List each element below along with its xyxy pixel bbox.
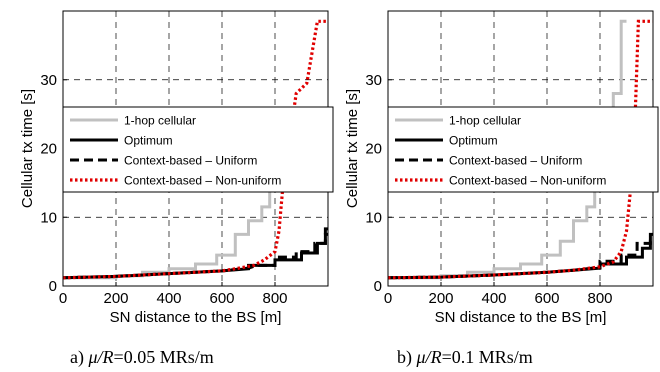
y-tick-label: 30 — [40, 72, 57, 89]
x-tick-label: 600 — [209, 290, 234, 307]
caption-prefix: a) — [70, 347, 88, 368]
legend-label-2: Optimum — [449, 134, 498, 148]
chart-panel-b: 0 200 400 600 800 0 10 20 30 SN distance to the B… — [344, 10, 659, 368]
y-tick-label: 10 — [365, 209, 382, 226]
caption-slash: / — [425, 347, 433, 367]
caption-value: =0.1 MRs/m — [442, 347, 533, 367]
x-tick-label: 200 — [103, 290, 128, 307]
panel-caption: b) μ/R=0.1 MRs/m — [397, 347, 533, 368]
legend-label-3: Context-based – Uniform — [124, 154, 257, 168]
caption-value: =0.05 MRs/m — [114, 347, 214, 367]
series-line-3 — [63, 227, 328, 280]
y-axis-label: Cellular tx time [s] — [344, 89, 361, 208]
legend-label-4: Context-based – Non-uniform — [124, 174, 281, 188]
caption-mu: μ — [87, 347, 97, 367]
caption-R: R — [430, 347, 442, 367]
legend: 1-hop cellular Optimum Context-based – Uni… — [387, 106, 659, 193]
y-tick-label: 20 — [365, 141, 382, 158]
x-tick-label: 400 — [156, 290, 181, 307]
series-line-3 — [388, 239, 653, 280]
y-axis-label: Cellular tx time [s] — [19, 89, 36, 208]
caption-mu: μ — [416, 347, 426, 367]
x-axis-label: SN distance to the BS [m] — [435, 309, 607, 326]
legend-label-3: Context-based – Uniform — [449, 154, 582, 168]
y-tick-label: 0 — [49, 278, 57, 295]
legend: 1-hop cellular Optimum Context-based – Uni… — [62, 106, 334, 193]
legend-label-1: 1-hop cellular — [124, 114, 196, 128]
caption-R: R — [102, 347, 114, 367]
x-tick-label: 200 — [428, 290, 453, 307]
chart-panel-a: 0 200 400 600 800 0 10 20 30 SN distance to the B… — [19, 10, 334, 368]
y-tick-label: 0 — [374, 278, 382, 295]
x-tick-label: 0 — [384, 290, 392, 307]
legend-label-1: 1-hop cellular — [449, 114, 521, 128]
x-axis-label: SN distance to the BS [m] — [110, 309, 282, 326]
y-tick-label: 10 — [40, 209, 57, 226]
x-tick-label: 800 — [262, 290, 287, 307]
series-line-4 — [63, 19, 328, 280]
y-tick-label: 30 — [365, 72, 382, 89]
caption-slash: / — [97, 347, 105, 367]
legend-label-4: Context-based – Non-uniform — [449, 174, 606, 188]
x-tick-label: 400 — [481, 290, 506, 307]
caption-prefix: b) — [397, 347, 417, 368]
panel-caption: a) μ/R=0.05 MRs/m — [70, 347, 214, 368]
x-tick-label: 600 — [534, 290, 559, 307]
x-tick-label: 800 — [587, 290, 612, 307]
y-tick-label: 20 — [40, 141, 57, 158]
x-tick-label: 0 — [59, 290, 67, 307]
legend-label-2: Optimum — [124, 134, 173, 148]
